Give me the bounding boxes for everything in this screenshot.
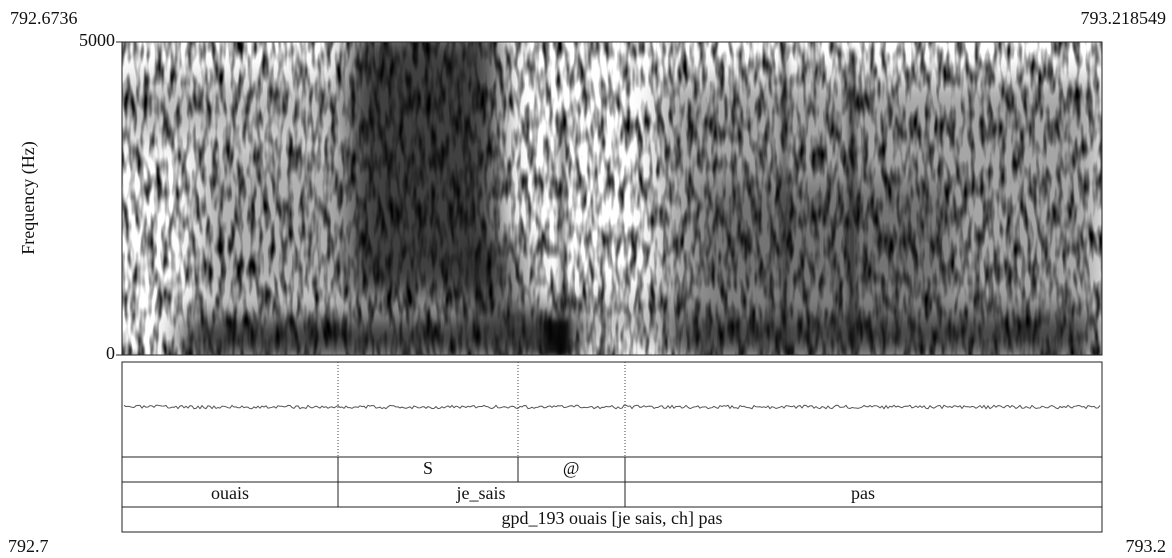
window-end: 793.2 <box>1126 536 1167 556</box>
freq-bottom: 0 <box>106 343 115 363</box>
interval-label: je_sais <box>456 483 506 503</box>
spectrogram <box>122 42 1102 355</box>
waveform <box>123 404 1101 410</box>
time-start: 792.6736 <box>10 8 78 28</box>
interval-label: S <box>423 458 433 478</box>
interval-label: @ <box>563 458 580 478</box>
interval-label: gpd_193 ouais [je sais, ch] pas <box>502 508 723 528</box>
window-start: 792.7 <box>8 536 49 556</box>
freq-top: 5000 <box>79 30 115 50</box>
interval-label: pas <box>851 483 875 503</box>
interval-label: ouais <box>211 483 249 503</box>
spectrogram-frame <box>121 41 1103 356</box>
time-end: 793.218549 <box>1081 8 1167 28</box>
textgrid-frame <box>121 361 1103 533</box>
freq-axis-label: Frequency (Hz) <box>18 141 39 254</box>
